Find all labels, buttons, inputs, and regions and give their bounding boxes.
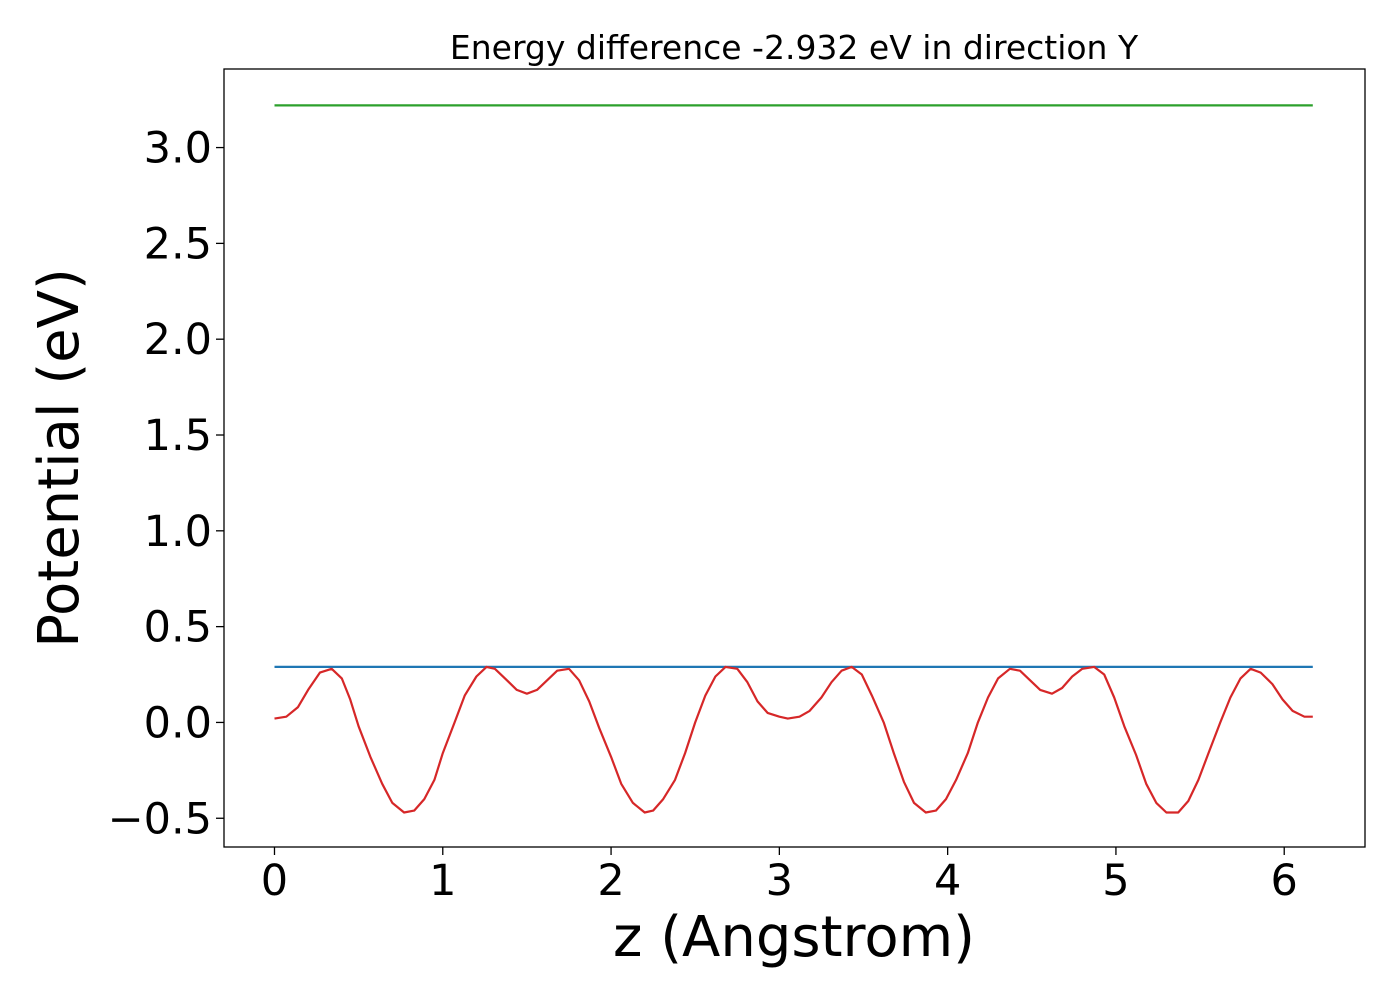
y-axis-title: Potential (eV)	[27, 268, 92, 648]
y-tick-label: 1.5	[144, 411, 212, 461]
plot-area	[274, 104, 1313, 814]
y-tick-label: 1.0	[144, 507, 212, 557]
y-tick-label: 3.0	[144, 124, 212, 174]
y-axis-ticks: −0.5 0.0 0.5 1.0 1.5 2.0 2.5 3.0	[108, 124, 224, 844]
x-tick-label: 1	[429, 856, 456, 906]
y-tick-label: 0.0	[144, 698, 212, 748]
series-line-2	[274, 665, 1313, 814]
x-tick-label: 0	[261, 856, 288, 906]
x-tick-label: 3	[766, 856, 793, 906]
plot-frame	[223, 68, 1366, 848]
x-axis-ticks: 0 1 2 3 4 5 6	[261, 847, 1298, 906]
x-tick-label: 6	[1271, 856, 1298, 906]
y-tick-label: −0.5	[108, 794, 212, 844]
x-tick-label: 5	[1102, 856, 1129, 906]
y-tick-label: 2.5	[144, 219, 212, 269]
y-tick-label: 2.0	[144, 315, 212, 365]
x-axis-title: z (Angstrom)	[613, 905, 975, 970]
y-tick-label: 0.5	[144, 603, 212, 653]
chart-title: Energy difference -2.932 eV in direction…	[450, 28, 1139, 67]
x-tick-label: 4	[934, 856, 961, 906]
x-tick-label: 2	[597, 856, 624, 906]
